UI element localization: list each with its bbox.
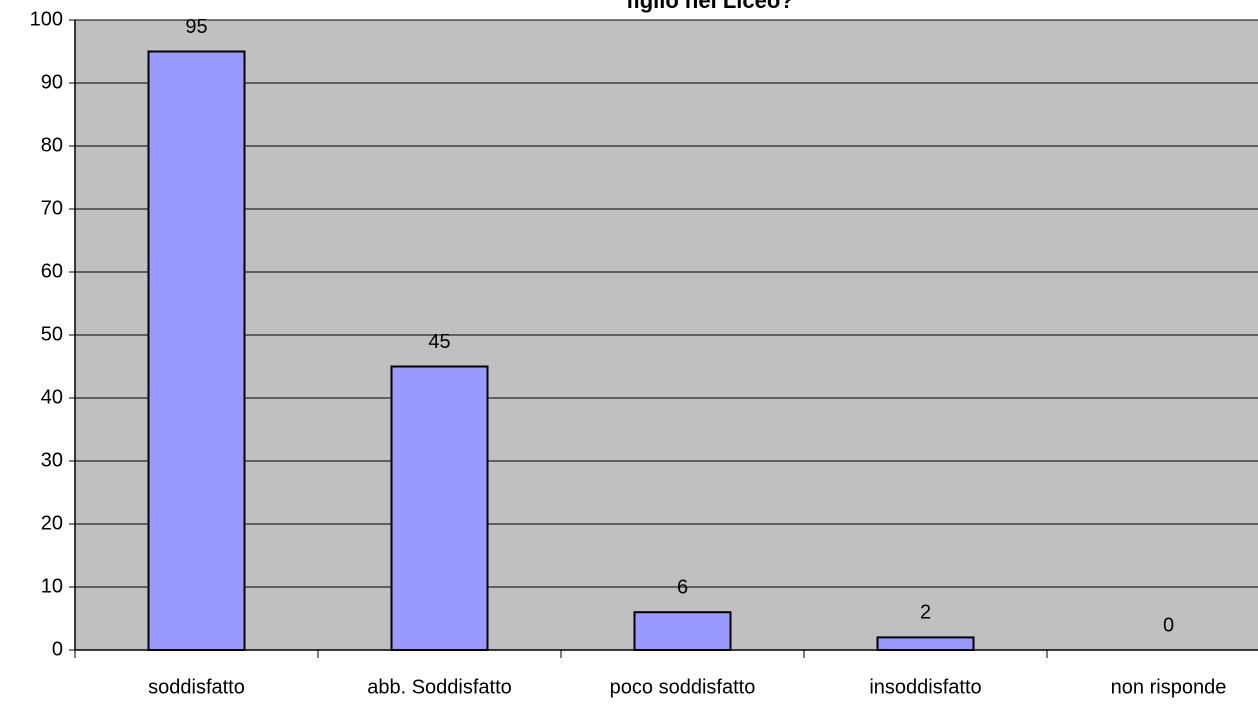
x-tick-label: soddisfatto (148, 676, 245, 698)
y-tick-label: 80 (41, 134, 63, 156)
y-tick-label: 10 (41, 575, 63, 597)
x-tick-label: poco soddisfatto (610, 676, 756, 698)
value-label: 95 (185, 16, 207, 38)
y-tick-label: 30 (41, 449, 63, 471)
chart-title: figlio nel Liceo? (626, 0, 793, 13)
y-tick-label: 40 (41, 386, 63, 408)
bar (876, 636, 975, 652)
x-tick-label: insoddisfatto (869, 676, 981, 698)
y-tick-label: 100 (30, 8, 63, 30)
x-tick-label: non risponde (1111, 676, 1227, 698)
y-tick-label: 90 (41, 71, 63, 93)
value-label: 0 (1163, 614, 1174, 636)
bar (633, 611, 732, 652)
y-tick-label: 60 (41, 260, 63, 282)
bar (390, 365, 489, 651)
value-label: 2 (920, 602, 931, 624)
x-tick-label: abb. Soddisfatto (367, 676, 512, 698)
y-tick-label: 50 (41, 323, 63, 345)
bar (147, 50, 246, 651)
y-tick-label: 20 (41, 512, 63, 534)
y-tick-label: 70 (41, 197, 63, 219)
y-tick-label: 0 (52, 638, 63, 660)
value-label: 6 (677, 576, 688, 598)
value-label: 45 (428, 331, 450, 353)
